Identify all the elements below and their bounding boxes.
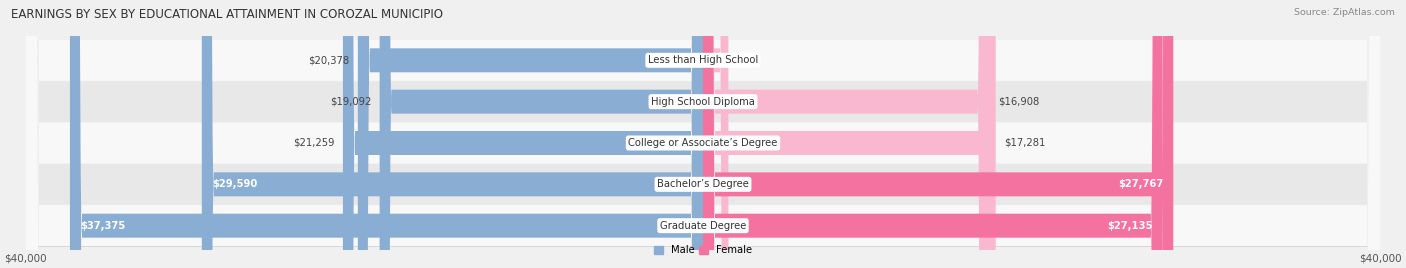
Text: $21,259: $21,259: [292, 138, 335, 148]
FancyBboxPatch shape: [359, 0, 703, 268]
FancyBboxPatch shape: [703, 0, 1163, 268]
FancyBboxPatch shape: [25, 0, 1381, 268]
Text: Less than High School: Less than High School: [648, 55, 758, 65]
FancyBboxPatch shape: [343, 0, 703, 268]
Text: $19,092: $19,092: [330, 97, 371, 107]
Text: $27,135: $27,135: [1107, 221, 1153, 231]
FancyBboxPatch shape: [25, 0, 1381, 268]
FancyBboxPatch shape: [25, 0, 1381, 268]
Text: Source: ZipAtlas.com: Source: ZipAtlas.com: [1294, 8, 1395, 17]
Text: $27,767: $27,767: [1118, 179, 1163, 189]
FancyBboxPatch shape: [703, 0, 995, 268]
FancyBboxPatch shape: [703, 0, 728, 268]
FancyBboxPatch shape: [380, 0, 703, 268]
FancyBboxPatch shape: [202, 0, 703, 268]
FancyBboxPatch shape: [703, 0, 990, 268]
Text: College or Associate’s Degree: College or Associate’s Degree: [628, 138, 778, 148]
Text: Graduate Degree: Graduate Degree: [659, 221, 747, 231]
Text: EARNINGS BY SEX BY EDUCATIONAL ATTAINMENT IN COROZAL MUNICIPIO: EARNINGS BY SEX BY EDUCATIONAL ATTAINMEN…: [11, 8, 443, 21]
FancyBboxPatch shape: [25, 0, 1381, 268]
Text: Bachelor’s Degree: Bachelor’s Degree: [657, 179, 749, 189]
Text: $20,378: $20,378: [308, 55, 349, 65]
FancyBboxPatch shape: [25, 0, 1381, 268]
Text: $37,375: $37,375: [80, 221, 125, 231]
Legend: Male, Female: Male, Female: [654, 245, 752, 255]
Text: High School Diploma: High School Diploma: [651, 97, 755, 107]
Text: $29,590: $29,590: [212, 179, 257, 189]
FancyBboxPatch shape: [703, 0, 1174, 268]
Text: $16,908: $16,908: [998, 97, 1039, 107]
Text: $17,281: $17,281: [1004, 138, 1046, 148]
FancyBboxPatch shape: [70, 0, 703, 268]
Text: $0: $0: [737, 55, 749, 65]
